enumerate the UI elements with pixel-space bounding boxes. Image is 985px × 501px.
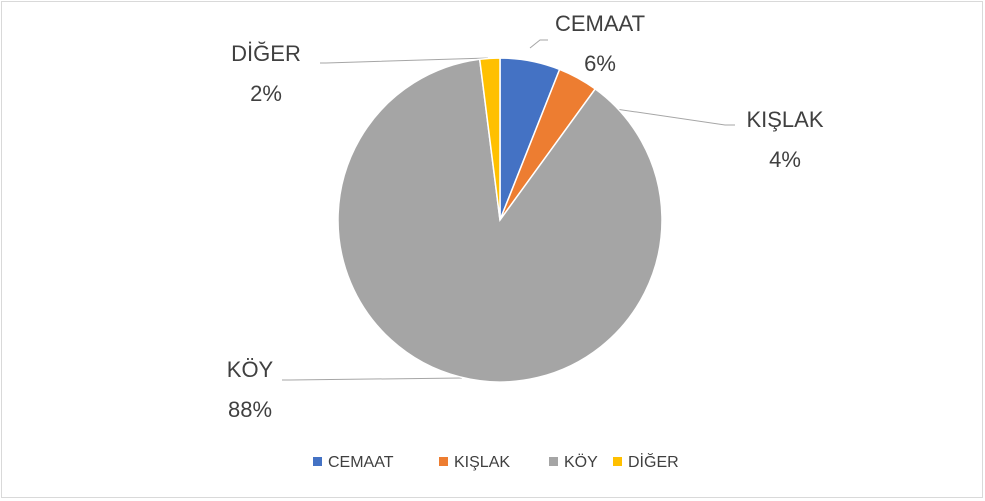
leader-line (320, 57, 489, 64)
legend-marker (549, 457, 558, 466)
legend-marker (439, 457, 448, 466)
legend-label: DİĞER (628, 452, 679, 471)
leader-line (282, 377, 463, 381)
data-label-name: KÖY (227, 357, 274, 382)
legend-marker (313, 457, 322, 466)
legend-label: CEMAAT (328, 454, 394, 471)
leader-line (574, 102, 735, 126)
data-label-name: DİĞER (231, 41, 301, 66)
data-label-value: 88% (228, 397, 272, 422)
legend-marker (613, 457, 622, 466)
data-label-value: 6% (584, 51, 616, 76)
leader-line (529, 39, 548, 49)
data-label-name: CEMAAT (555, 11, 645, 36)
data-label-name: KIŞLAK (746, 107, 823, 132)
data-label-value: 4% (769, 147, 801, 172)
legend-label: KÖY (564, 453, 598, 471)
pie-slice (337, 58, 663, 383)
legend-label: KIŞLAK (454, 454, 510, 471)
pie-slice (478, 57, 501, 221)
data-label-value: 2% (250, 81, 282, 106)
